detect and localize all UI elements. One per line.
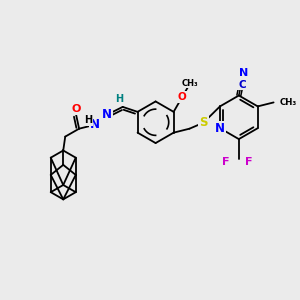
- Text: CH₃: CH₃: [181, 79, 198, 88]
- Text: H: H: [115, 94, 123, 104]
- Text: N: N: [215, 122, 225, 135]
- Text: CH₃: CH₃: [280, 98, 297, 107]
- Text: S: S: [199, 116, 208, 129]
- Text: C: C: [238, 80, 246, 90]
- Text: H: H: [84, 115, 92, 125]
- Text: O: O: [178, 92, 186, 102]
- Text: O: O: [71, 104, 81, 114]
- Text: N: N: [90, 118, 100, 131]
- Text: F: F: [222, 157, 230, 167]
- Text: F: F: [245, 157, 253, 167]
- Text: N: N: [102, 108, 112, 121]
- Text: N: N: [239, 68, 248, 78]
